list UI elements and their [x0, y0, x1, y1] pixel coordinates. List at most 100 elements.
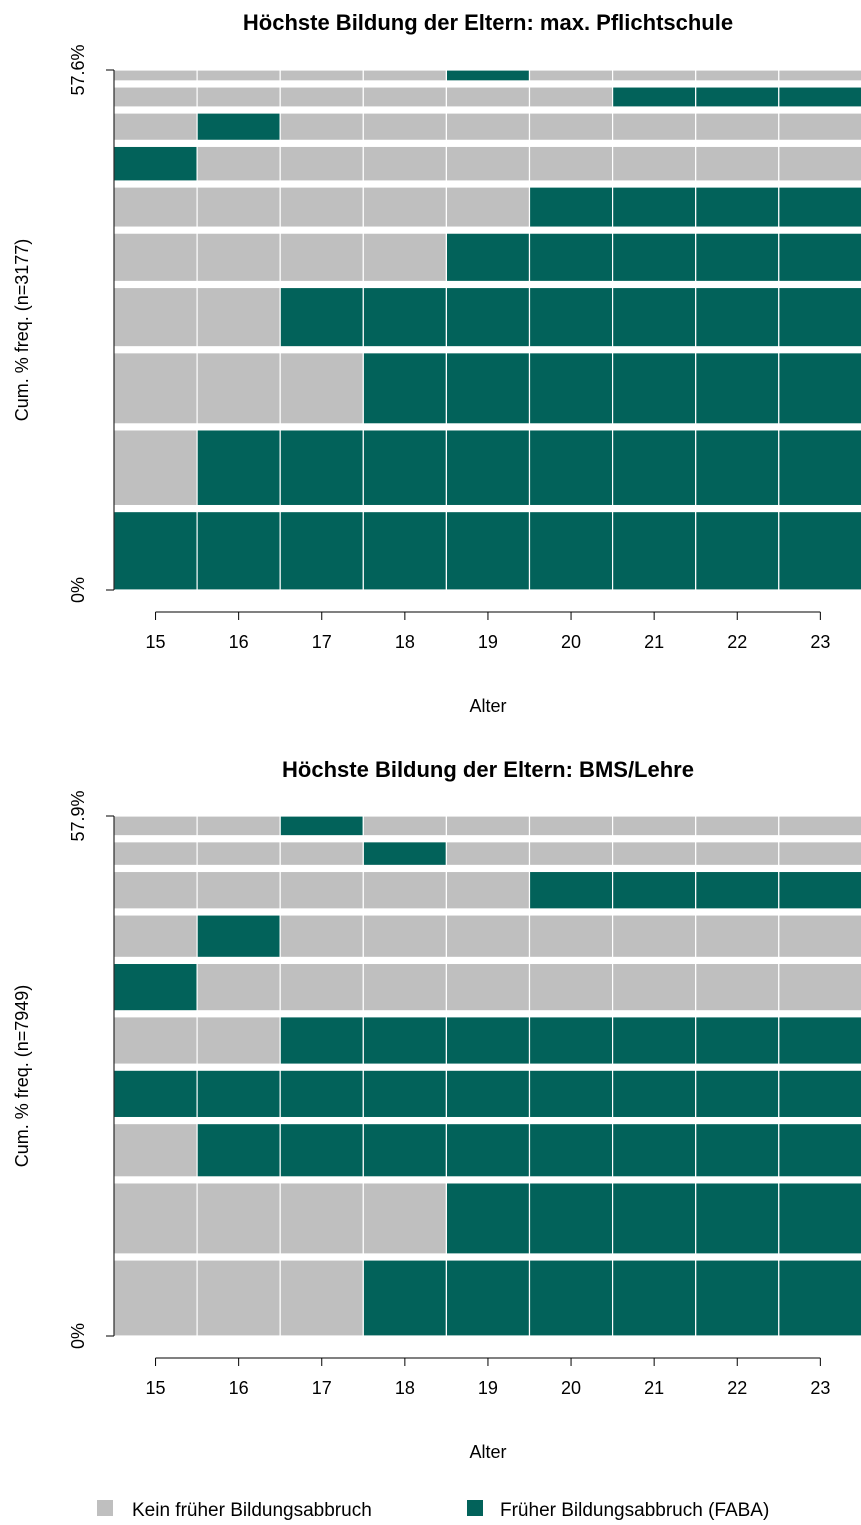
panel-1-x-tick-label-23: 23 — [810, 632, 830, 652]
sequence-cell-1-10-4 — [362, 69, 447, 82]
sequence-cell-2-8-3 — [279, 870, 364, 910]
panel-1-y-axis-label: Cum. % freq. (n=3177) — [12, 239, 32, 422]
panel-2-title: Höchste Bildung der Eltern: BMS/Lehre — [282, 757, 694, 782]
sequence-cell-1-7-7 — [611, 145, 697, 182]
sequence-cell-2-6-8 — [695, 962, 780, 1012]
sequence-cell-1-10-2 — [196, 69, 281, 82]
sequence-cell-2-6-6 — [528, 962, 614, 1012]
sequence-cell-2-3-7 — [611, 1122, 697, 1178]
panel-2-x-tick-label-17: 17 — [312, 1378, 332, 1398]
panel-1-y-tick-label-0: 0% — [68, 577, 88, 603]
sequence-cell-2-8-2 — [196, 870, 281, 910]
panel-1: Höchste Bildung der Eltern: max. Pflicht… — [12, 10, 861, 716]
sequence-cell-2-3-4 — [362, 1122, 447, 1178]
sequence-cell-2-4-1 — [113, 1069, 198, 1119]
sequence-cell-1-1-5 — [445, 510, 531, 591]
panel-1-y-tick-label-top: 57.6% — [68, 44, 88, 95]
sequence-cell-2-4-6 — [528, 1069, 614, 1119]
sequence-cell-1-6-2 — [196, 186, 281, 228]
sequence-cell-1-3-2 — [196, 352, 281, 425]
panel-1-sequence-rows — [113, 69, 861, 591]
sequence-cell-1-9-2 — [196, 86, 281, 108]
sequence-cell-2-7-4 — [362, 914, 447, 959]
sequence-cell-2-9-6 — [528, 841, 614, 867]
sequence-cell-1-9-6 — [528, 86, 614, 108]
sequence-cell-2-9-9 — [778, 841, 861, 867]
sequence-cell-1-4-9 — [778, 286, 861, 348]
sequence-cell-2-3-2 — [196, 1122, 281, 1178]
sequence-cell-2-5-5 — [445, 1016, 531, 1065]
sequence-cell-1-8-5 — [445, 112, 531, 141]
sequence-cell-2-1-2 — [196, 1259, 281, 1337]
panel-2-x-tick-label-18: 18 — [395, 1378, 415, 1398]
sequence-cell-1-2-3 — [279, 429, 364, 507]
sequence-cell-1-10-7 — [611, 69, 697, 82]
legend: Kein früher Bildungsabbruch Früher Bildu… — [97, 1500, 769, 1521]
panel-2-x-axis: 15 16 17 18 19 20 21 22 23 — [146, 1357, 830, 1398]
sequence-cell-2-10-3 — [279, 815, 364, 837]
sequence-cell-2-3-6 — [528, 1122, 614, 1178]
sequence-cell-2-7-8 — [695, 914, 780, 959]
panel-2-x-tick-label-21: 21 — [644, 1378, 664, 1398]
sequence-cell-1-2-9 — [778, 429, 861, 507]
sequence-cell-2-1-7 — [611, 1259, 697, 1337]
sequence-cell-1-3-5 — [445, 352, 531, 425]
sequence-cell-1-7-2 — [196, 145, 281, 182]
sequence-cell-1-8-4 — [362, 112, 447, 141]
sequence-cell-1-3-3 — [279, 352, 364, 425]
sequence-cell-2-3-1 — [113, 1122, 198, 1178]
sequence-cell-1-5-9 — [778, 232, 861, 283]
sequence-cell-1-5-2 — [196, 232, 281, 283]
sequence-cell-2-3-5 — [445, 1122, 531, 1178]
sequence-cell-2-1-5 — [445, 1259, 531, 1337]
panel-1-x-axis: 15 16 17 18 19 20 21 22 23 — [146, 611, 830, 652]
sequence-cell-1-8-6 — [528, 112, 614, 141]
sequence-cell-2-7-9 — [778, 914, 861, 959]
sequence-cell-1-5-8 — [695, 232, 780, 283]
sequence-cell-2-6-2 — [196, 962, 281, 1012]
sequence-cell-2-2-3 — [279, 1182, 364, 1255]
sequence-cell-1-6-8 — [695, 186, 780, 228]
sequence-cell-2-2-7 — [611, 1182, 697, 1255]
sequence-cell-1-1-6 — [528, 510, 614, 591]
sequence-cell-2-8-9 — [778, 870, 861, 910]
sequence-cell-2-10-6 — [528, 815, 614, 837]
sequence-cell-2-10-9 — [778, 815, 861, 837]
sequence-cell-1-4-5 — [445, 286, 531, 348]
panel-2-x-tick-label-15: 15 — [146, 1378, 166, 1398]
sequence-cell-1-5-4 — [362, 232, 447, 283]
sequence-cell-2-2-2 — [196, 1182, 281, 1255]
sequence-cell-2-8-5 — [445, 870, 531, 910]
sequence-cell-2-4-8 — [695, 1069, 780, 1119]
sequence-cell-1-4-3 — [279, 286, 364, 348]
sequence-cell-2-7-6 — [528, 914, 614, 959]
sequence-cell-1-6-1 — [113, 186, 198, 228]
sequence-cell-1-7-9 — [778, 145, 861, 182]
sequence-cell-1-2-8 — [695, 429, 780, 507]
sequence-cell-2-2-5 — [445, 1182, 531, 1255]
sequence-cell-1-9-8 — [695, 86, 780, 108]
sequence-cell-1-10-9 — [778, 69, 861, 82]
sequence-cell-2-6-7 — [611, 962, 697, 1012]
sequence-cell-1-7-5 — [445, 145, 531, 182]
panel-1-x-axis-label: Alter — [469, 696, 506, 716]
sequence-cell-1-4-6 — [528, 286, 614, 348]
sequence-cell-1-8-1 — [113, 112, 198, 141]
sequence-cell-2-5-4 — [362, 1016, 447, 1065]
sequence-cell-1-8-2 — [196, 112, 281, 141]
sequence-cell-2-6-1 — [113, 962, 198, 1012]
sequence-cell-1-10-3 — [279, 69, 364, 82]
sequence-cell-2-7-5 — [445, 914, 531, 959]
sequence-cell-2-10-7 — [611, 815, 697, 837]
sequence-cell-2-2-9 — [778, 1182, 861, 1255]
sequence-cell-2-1-6 — [528, 1259, 614, 1337]
sequence-cell-2-4-7 — [611, 1069, 697, 1119]
sequence-cell-2-2-4 — [362, 1182, 447, 1255]
sequence-cell-1-9-9 — [778, 86, 861, 108]
sequence-cell-1-7-8 — [695, 145, 780, 182]
sequence-cell-1-6-6 — [528, 186, 614, 228]
sequence-cell-2-6-9 — [778, 962, 861, 1012]
sequence-cell-1-2-1 — [113, 429, 198, 507]
panel-2: Höchste Bildung der Eltern: BMS/Lehre 0%… — [12, 757, 861, 1462]
